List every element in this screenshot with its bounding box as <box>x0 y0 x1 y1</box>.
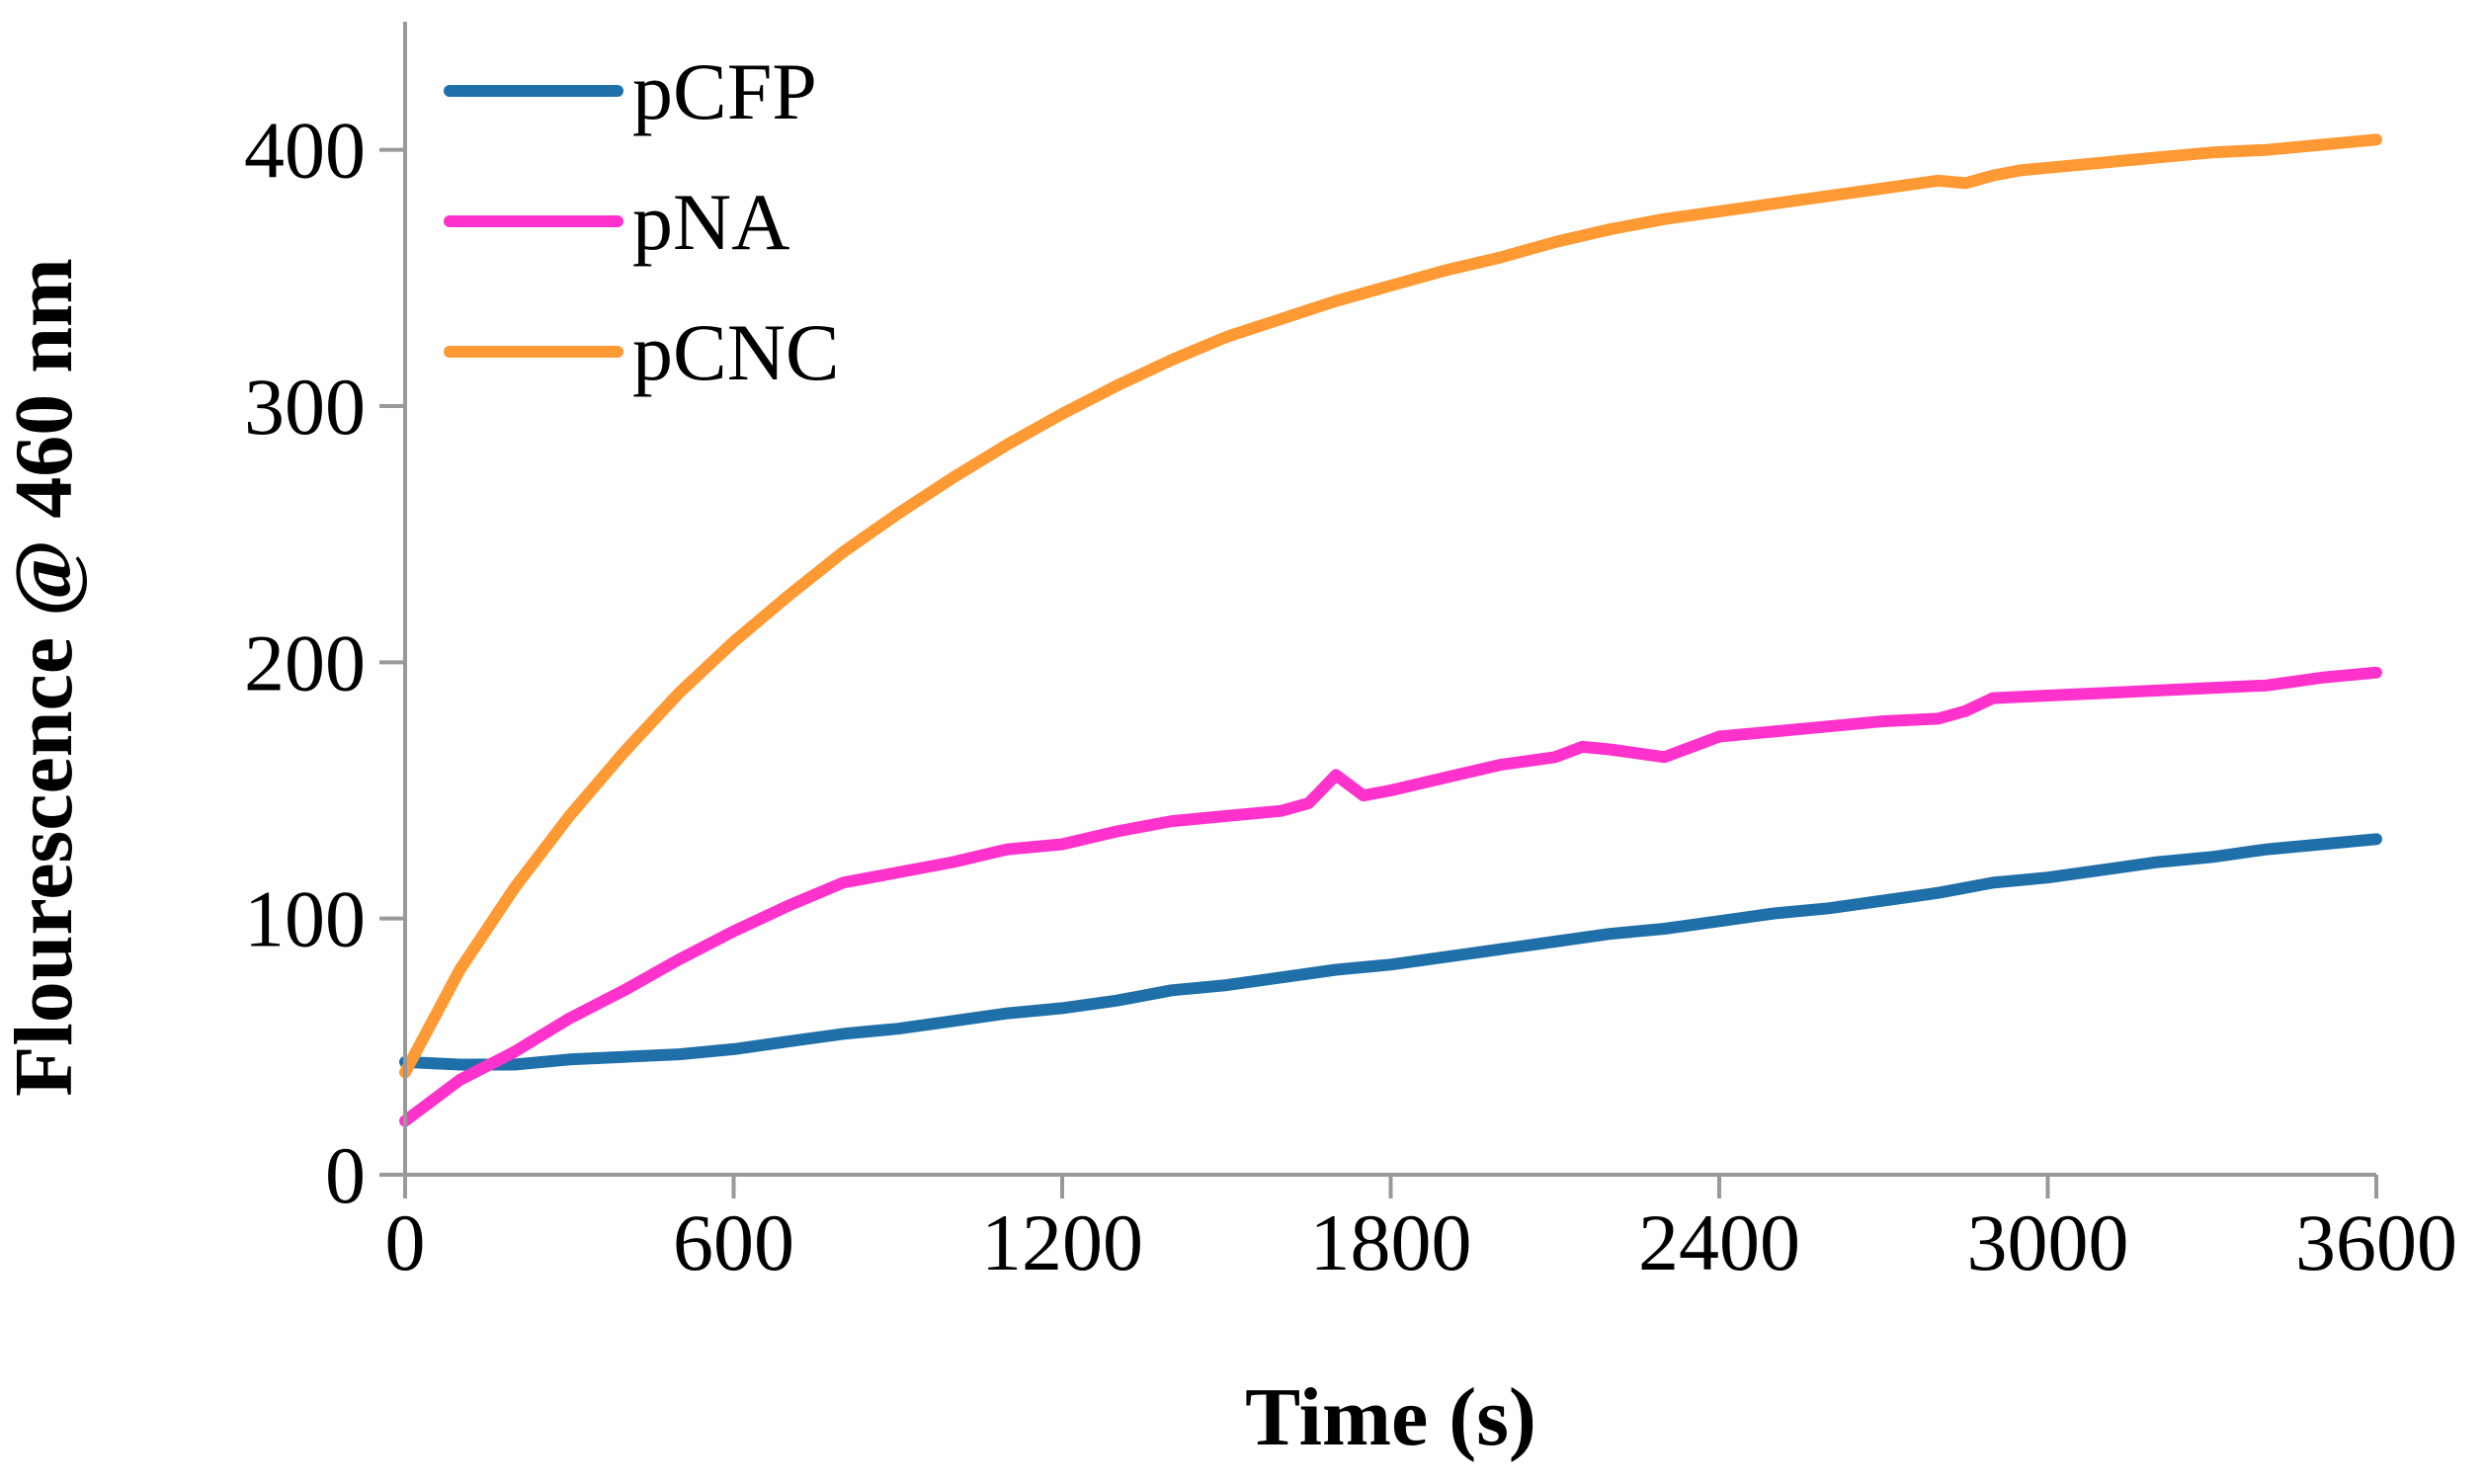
y-tick-label: 400 <box>244 106 366 196</box>
legend: pCFP pNA pCNC <box>444 46 840 397</box>
legend-label: pCFP <box>632 46 817 136</box>
x-tick-label: 1200 <box>981 1197 1143 1287</box>
series-line-pNA <box>399 666 2382 1127</box>
y-tick-label: 0 <box>325 1130 366 1220</box>
legend-item-pNA: pNA <box>444 177 789 267</box>
x-tick-label: 3000 <box>1967 1197 2129 1287</box>
legend-item-pCNC: pCNC <box>444 307 840 397</box>
y-tick-label: 100 <box>244 874 366 964</box>
x-tick-label: 0 <box>385 1197 426 1287</box>
x-tick-label: 600 <box>673 1197 794 1287</box>
legend-item-pCFP: pCFP <box>444 46 817 136</box>
series-line-pCFP <box>399 833 2382 1071</box>
series-layer <box>399 133 2382 1127</box>
ticks-layer: 0 100 200 300 400 0 600 1200 1800 2400 3000 3600 <box>244 106 2457 1287</box>
y-tick-label: 300 <box>244 362 366 452</box>
y-axis-title: Flourescence @ 460 nm <box>0 258 90 1097</box>
x-tick-label: 2400 <box>1638 1197 1800 1287</box>
x-tick-label: 1800 <box>1310 1197 1472 1287</box>
legend-label: pCNC <box>632 307 840 397</box>
series-line-pCNC <box>399 133 2382 1079</box>
legend-label: pNA <box>632 177 789 267</box>
x-tick-label: 3600 <box>2295 1197 2457 1287</box>
x-axis-title: Time (s) <box>1245 1371 1536 1463</box>
y-tick-label: 200 <box>244 618 366 707</box>
